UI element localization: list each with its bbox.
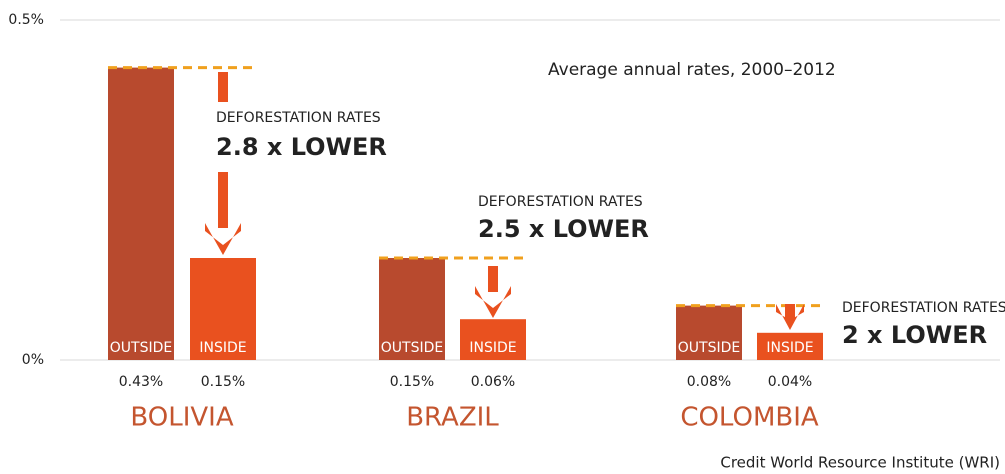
arrow-head (776, 304, 804, 330)
series-label: INSIDE (199, 340, 246, 356)
bar (757, 332, 823, 360)
value-label: 0.08% (687, 374, 731, 390)
bar (108, 67, 174, 360)
credit: Credit World Resource Institute (WRI) (720, 454, 1000, 472)
arrow-shaft (218, 172, 228, 228)
arrow-shaft (785, 304, 795, 320)
series-label: OUTSIDE (678, 340, 740, 356)
subtitle: Average annual rates, 2000–2012 (548, 60, 836, 80)
annotation-ratio: 2 x LOWER (842, 321, 987, 349)
annotation-ratio: 2.5 x LOWER (478, 215, 649, 243)
series-label: INSIDE (469, 340, 516, 356)
arrow-head (205, 223, 241, 255)
category-label: BRAZIL (406, 403, 499, 433)
value-label: 0.43% (119, 374, 163, 390)
annotation-label: DEFORESTATION RATES (842, 300, 1005, 316)
value-label: 0.06% (471, 374, 515, 390)
bar (460, 319, 526, 360)
bar (379, 258, 445, 360)
arrow-shaft (488, 266, 498, 292)
annotation-label: DEFORESTATION RATES (478, 194, 643, 210)
bar (676, 305, 742, 360)
value-label: 0.04% (768, 374, 812, 390)
series-label: OUTSIDE (110, 340, 172, 356)
value-label: 0.15% (390, 374, 434, 390)
annotation-ratio: 2.8 x LOWER (216, 133, 387, 161)
series-label: OUTSIDE (381, 340, 443, 356)
arrow-head (475, 286, 511, 318)
annotation-label: DEFORESTATION RATES (216, 110, 381, 126)
arrow-shaft (218, 72, 228, 102)
series-label: INSIDE (766, 340, 813, 356)
y-tick-label: 0% (22, 352, 44, 368)
y-tick-label: 0.5% (8, 12, 44, 28)
value-label: 0.15% (201, 374, 245, 390)
category-label: COLOMBIA (680, 403, 819, 433)
category-label: BOLIVIA (130, 403, 233, 433)
bar (190, 258, 256, 360)
